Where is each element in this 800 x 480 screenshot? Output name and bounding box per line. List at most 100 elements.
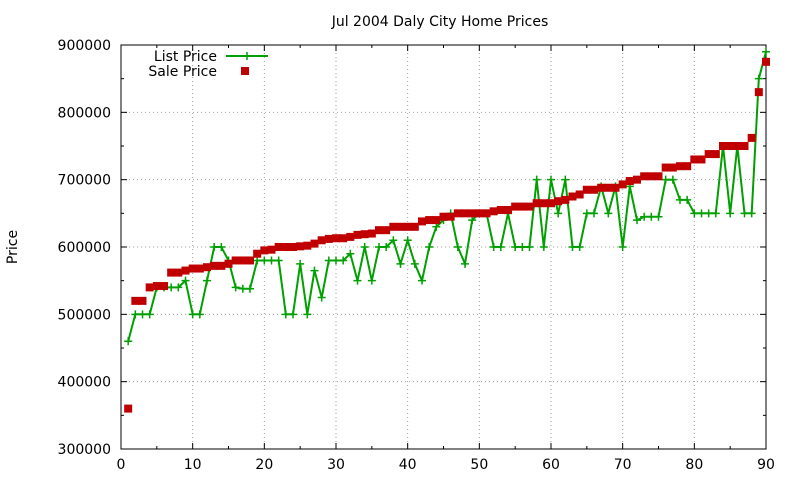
list-price-point — [174, 283, 183, 292]
x-tick-label: 30 — [327, 457, 345, 473]
sale-price-point — [145, 283, 154, 292]
sale-price-point — [403, 222, 412, 231]
sale-price-point — [195, 264, 204, 273]
sale-price-point — [203, 263, 211, 272]
y-tick-label: 700000 — [58, 173, 111, 189]
sale-price-point — [375, 226, 383, 235]
legend: List Price Sale Price — [148, 49, 268, 80]
list-price-point — [539, 243, 548, 251]
list-price-point — [461, 259, 469, 268]
list-price-point — [367, 276, 376, 285]
list-price-point — [511, 243, 520, 251]
list-price-point — [210, 243, 219, 251]
list-price-point — [726, 209, 735, 218]
list-price-point — [704, 209, 713, 218]
sale-price-point — [224, 259, 233, 268]
list-price-point — [124, 337, 133, 346]
list-price-point — [260, 256, 269, 265]
sale-price-point — [468, 209, 477, 218]
chart-title: Jul 2004 Daly City Home Prices — [331, 14, 549, 30]
y-axis-label: Price — [5, 230, 21, 264]
sale-price-point — [661, 163, 670, 172]
sale-price-point — [253, 249, 262, 258]
sale-price-point — [719, 142, 727, 150]
legend-marker-list-price — [243, 52, 251, 60]
sale-price-point — [382, 226, 391, 235]
list-price-point — [274, 256, 283, 265]
list-price-point — [310, 266, 319, 275]
sale-price-point — [353, 230, 362, 239]
list-price-point — [590, 209, 598, 218]
y-tick-label: 600000 — [58, 240, 111, 256]
list-price-point — [676, 195, 684, 204]
list-price-point — [418, 276, 426, 285]
list-price-point — [532, 175, 541, 184]
list-price-point — [346, 249, 355, 258]
list-price-point — [547, 175, 555, 184]
sale-price-point — [704, 150, 713, 159]
list-price-point — [396, 259, 405, 268]
sale-price-point — [217, 261, 226, 270]
list-price-point — [575, 243, 584, 251]
list-price-point — [740, 209, 749, 218]
list-price-point — [554, 209, 563, 218]
sale-price-point — [747, 133, 756, 142]
list-price-point — [181, 276, 190, 285]
list-price-point — [317, 293, 326, 302]
sale-price-point — [167, 268, 176, 277]
y-tick-label: 900000 — [58, 38, 111, 54]
y-tick-label: 800000 — [58, 105, 111, 121]
list-price-point — [453, 243, 462, 251]
sale-price-point — [317, 236, 326, 245]
sale-price-point — [697, 155, 706, 164]
sale-price-point — [633, 175, 641, 184]
list-price-point — [131, 310, 140, 319]
list-price-point — [382, 243, 391, 251]
list-price-point — [360, 243, 369, 251]
list-price-point — [324, 256, 333, 265]
sale-price-point — [496, 205, 505, 214]
x-tick-label: 20 — [255, 457, 273, 473]
y-tick-label: 300000 — [58, 442, 111, 458]
sale-price-point — [676, 162, 684, 171]
sale-price-point — [754, 88, 763, 97]
list-price-point — [518, 243, 527, 251]
list-price-point — [145, 310, 154, 319]
grid — [121, 45, 766, 449]
list-price-point — [468, 216, 477, 225]
x-tick-label: 70 — [614, 457, 632, 473]
sale-price-point — [310, 239, 319, 248]
sale-price-point — [181, 266, 190, 275]
x-tick-label: 50 — [470, 457, 488, 473]
list-price-point — [633, 216, 641, 225]
list-price-point — [697, 209, 706, 218]
sale-price-point — [604, 183, 613, 192]
x-tick-label: 40 — [399, 457, 417, 473]
sale-price-point — [418, 217, 426, 226]
list-price-point — [647, 212, 656, 221]
list-price-point — [303, 310, 312, 319]
list-price-point — [138, 310, 147, 319]
sale-price-point — [683, 162, 692, 171]
sale-price-point — [561, 195, 570, 204]
sale-price-point — [568, 192, 577, 201]
sale-price-point — [289, 243, 297, 251]
sale-price-point — [410, 222, 419, 231]
list-price-point — [425, 243, 434, 251]
sale-price-point — [461, 209, 469, 218]
list-price-point — [640, 212, 649, 221]
sale-price-point — [475, 209, 484, 218]
x-tick-label: 80 — [685, 457, 703, 473]
list-price-point — [231, 283, 240, 292]
sale-price-point — [124, 404, 133, 413]
sale-price-point — [303, 241, 312, 250]
list-price-point — [711, 209, 720, 218]
list-price-line — [127, 51, 767, 342]
sale-price-point — [625, 177, 634, 186]
sale-price-point — [654, 172, 663, 181]
list-price-point — [339, 256, 348, 265]
list-price-point — [568, 243, 577, 251]
sale-price-point — [389, 222, 398, 231]
list-price-point — [410, 259, 419, 268]
